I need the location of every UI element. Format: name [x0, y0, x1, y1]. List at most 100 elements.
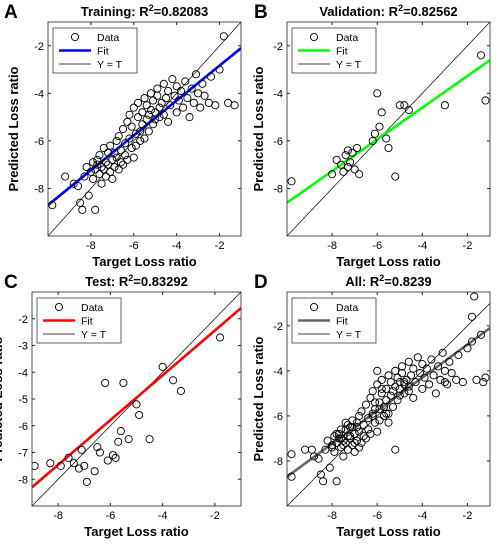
plot-content	[32, 292, 241, 506]
data-point	[440, 101, 449, 110]
data-point	[80, 172, 89, 181]
plot-content	[287, 292, 490, 506]
data-point	[391, 172, 400, 181]
data-point	[359, 420, 368, 429]
data-point	[287, 177, 296, 186]
data-point	[95, 448, 104, 457]
data-point	[93, 155, 102, 164]
title-value: =0.82083	[154, 4, 209, 19]
data-point	[368, 136, 377, 145]
data-point	[339, 452, 348, 461]
legend-label: Fit	[97, 46, 109, 58]
data-point	[166, 101, 175, 110]
data-point	[440, 378, 449, 387]
y-tick-label: -7	[18, 448, 28, 460]
y-tick-label: -4	[34, 88, 44, 100]
title-superscript: 2	[128, 273, 133, 283]
legend-label: Y = T	[97, 59, 123, 71]
data-point	[131, 141, 140, 150]
data-point	[136, 127, 145, 136]
title-superscript: 2	[398, 3, 403, 13]
fit-line	[287, 326, 490, 478]
data-point	[82, 162, 91, 172]
data-point	[119, 378, 128, 388]
data-point	[373, 89, 382, 98]
data-point	[161, 94, 170, 103]
data-point	[69, 459, 78, 468]
legend-data-marker	[309, 302, 319, 312]
title-superscript: 2	[149, 3, 154, 13]
data-point	[470, 292, 479, 301]
data-point	[125, 134, 134, 143]
x-tick-label: -2	[463, 510, 473, 522]
data-point	[463, 344, 472, 353]
data-point	[431, 389, 440, 398]
x-tick-label: -8	[327, 240, 337, 252]
data-point	[355, 443, 364, 452]
x-axis-label: Target Loss ratio	[84, 524, 189, 539]
legend-label: Fit	[81, 316, 93, 328]
panel-letter: B	[254, 2, 268, 23]
data-point	[404, 357, 413, 366]
data-point	[108, 155, 117, 164]
data-point	[379, 411, 389, 420]
data-point	[319, 477, 328, 486]
data-point	[355, 427, 364, 436]
data-point	[116, 146, 125, 155]
data-point	[393, 373, 402, 382]
data-point	[121, 139, 130, 148]
data-point	[377, 375, 386, 384]
data-point	[337, 425, 346, 434]
data-point	[114, 132, 123, 141]
y-tick-label: -8	[273, 456, 283, 468]
legend-label: Data	[97, 32, 119, 44]
data-point	[375, 122, 384, 131]
x-tick-label: -2	[463, 240, 473, 252]
legend-data-marker	[54, 302, 64, 312]
legend-label: Fit	[336, 46, 348, 58]
data-point	[164, 86, 173, 96]
data-point	[361, 400, 370, 409]
data-point	[404, 382, 413, 391]
panel-letter: D	[254, 272, 268, 293]
data-point	[377, 389, 386, 398]
data-point	[179, 103, 188, 112]
data-point	[422, 364, 431, 373]
data-point	[339, 167, 348, 176]
data-point	[151, 115, 160, 124]
data-point	[123, 117, 132, 126]
data-point	[119, 124, 128, 134]
data-point	[325, 463, 334, 472]
y-tick-label: -6	[18, 421, 28, 433]
data-point	[121, 151, 130, 160]
data-point	[149, 96, 158, 105]
y-axis-label: Predicted Loss ratio	[6, 66, 21, 191]
x-tick-label: -6	[372, 510, 382, 522]
y-tick-label: -5	[18, 394, 28, 406]
data-point	[144, 127, 153, 136]
data-point	[108, 174, 117, 183]
x-tick-label: -6	[129, 240, 139, 252]
data-point	[127, 122, 136, 131]
title-value: =0.82562	[403, 4, 458, 19]
data-point	[404, 105, 413, 115]
data-point	[172, 82, 181, 91]
data-point	[418, 384, 427, 393]
fit-line	[32, 307, 241, 489]
y-tick-label: -4	[273, 88, 283, 100]
data-point	[219, 32, 228, 41]
data-point	[153, 84, 162, 93]
title-value: =0.8239	[384, 274, 431, 289]
data-point	[155, 103, 164, 112]
data-point	[458, 378, 467, 387]
x-tick-label: -4	[158, 510, 168, 522]
panel-d: -8 -6 -4 -2 -8 -6 -4 -2 Target Loss ratio Predict…	[251, 272, 491, 539]
data-point	[418, 360, 427, 369]
data-point	[334, 434, 343, 443]
title-text: All: R	[345, 274, 380, 289]
legend-label: Y = T	[81, 329, 107, 341]
x-axis-label: Target Loss ratio	[336, 254, 441, 269]
data-point	[384, 143, 393, 153]
